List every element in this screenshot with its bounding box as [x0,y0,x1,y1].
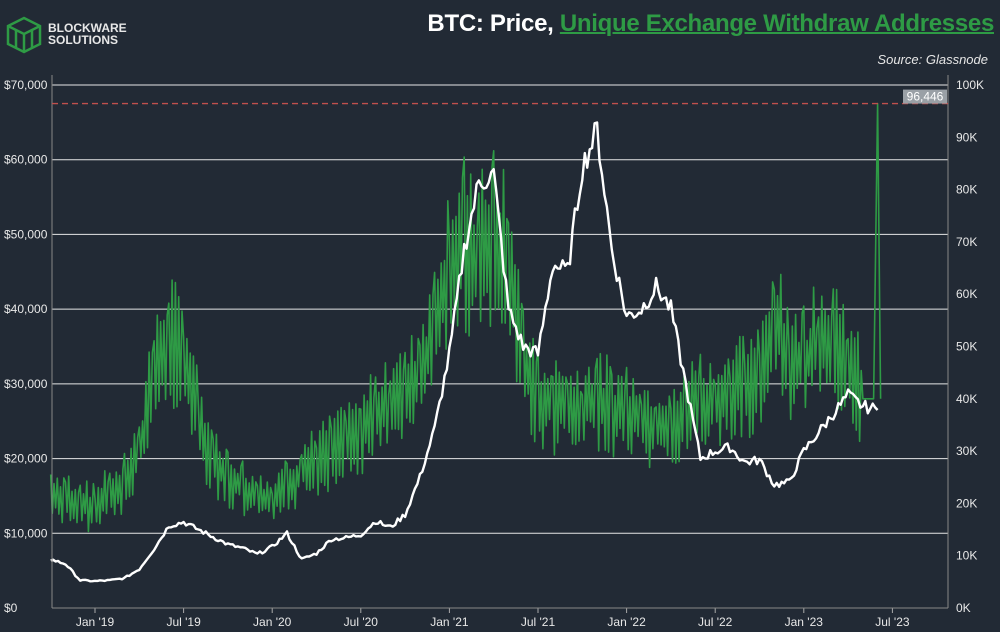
y-right-tick-label: 30K [956,444,977,458]
y-right-tick-label: 60K [956,287,977,301]
y-left-tick-label: $60,000 [4,153,48,167]
y-right-tick-label: 100K [956,78,984,92]
y-right-tick-label: 10K [956,549,977,563]
series-layer [49,102,882,583]
x-tick-label: Jul '20 [344,615,379,629]
y-right-tick-label: 0K [956,601,971,615]
grid-layer [52,84,948,534]
x-tick-label: Jan '21 [430,615,469,629]
y-left-tick-label: $50,000 [4,227,48,241]
addresses-series-line [49,102,882,533]
brand-name: BLOCKWARE SOLUTIONS [48,22,127,46]
y-right-tick-label: 80K [956,183,977,197]
brand-line-2: SOLUTIONS [48,33,119,47]
chart-source: Source: Glassnode [877,52,988,67]
chart-title: BTC: Price, Unique Exchange Withdraw Add… [427,10,994,38]
brand-logo-icon [6,16,42,54]
reference-label: 96,446 [907,90,944,104]
chart-title-price: BTC: Price, [427,10,560,37]
x-tick-label: Jul '22 [698,615,733,629]
x-tick-label: Jan '19 [76,615,115,629]
price-series-line [50,121,879,583]
x-tick-label: Jul '21 [521,615,556,629]
brand-line-1: BLOCKWARE [48,21,127,35]
x-tick-label: Jan '22 [607,615,646,629]
y-left-tick-label: $40,000 [4,302,48,316]
y-right-tick-label: 70K [956,235,977,249]
y-left-tick-label: $0 [4,601,18,615]
y-left-tick-label: $20,000 [4,452,48,466]
y-left-tick-label: $30,000 [4,377,48,391]
x-tick-label: Jan '20 [253,615,292,629]
reference-label-bg [903,89,947,104]
y-right-tick-label: 90K [956,130,977,144]
chart-title-addresses: Unique Exchange Withdraw Addresses [559,10,994,37]
y-left-tick-label: $10,000 [4,526,48,540]
y-right-tick-label: 40K [956,392,977,406]
x-tick-label: Jul '19 [166,615,201,629]
x-tick-label: Jul '23 [875,615,910,629]
axis-layer: $0 $10,000 $20,000 $30,000 $40,000 $50,000 $60… [4,75,984,629]
y-right-tick-label: 50K [956,340,977,354]
x-tick-label: Jan '23 [785,615,824,629]
y-right-tick-label: 20K [956,496,977,510]
y-left-tick-label: $70,000 [4,78,48,92]
